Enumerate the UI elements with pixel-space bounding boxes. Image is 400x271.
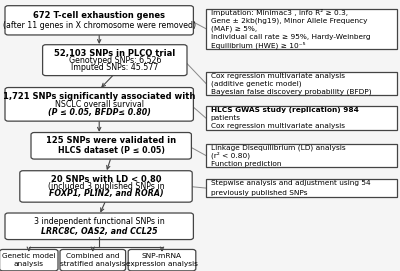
Text: Individual call rate ≥ 95%, Hardy-Weinberg: Individual call rate ≥ 95%, Hardy-Weinbe…: [211, 34, 370, 40]
Text: (r² < 0.80): (r² < 0.80): [211, 152, 250, 159]
Text: SNP-mRNA: SNP-mRNA: [142, 253, 182, 259]
FancyBboxPatch shape: [5, 213, 194, 240]
Text: Cox regression multivariate analysis: Cox regression multivariate analysis: [211, 73, 345, 79]
Text: 3 independent functional SNPs in: 3 independent functional SNPs in: [34, 217, 164, 226]
FancyBboxPatch shape: [206, 9, 397, 49]
FancyBboxPatch shape: [20, 171, 192, 202]
Text: 1,721 SNPs significantly associated with: 1,721 SNPs significantly associated with: [3, 92, 195, 101]
Text: Linkage Disequilibrium (LD) analysis: Linkage Disequilibrium (LD) analysis: [211, 144, 346, 151]
Text: Bayesian false discovery probability (BFDP): Bayesian false discovery probability (BF…: [211, 88, 372, 95]
Text: HLCS dataset (P ≤ 0.05): HLCS dataset (P ≤ 0.05): [58, 146, 165, 155]
Text: 125 SNPs were validated in: 125 SNPs were validated in: [46, 136, 176, 146]
Text: NSCLC overall survival: NSCLC overall survival: [55, 100, 144, 109]
FancyBboxPatch shape: [206, 106, 397, 130]
Text: HLCS GWAS study (replication) 984: HLCS GWAS study (replication) 984: [211, 107, 359, 113]
Text: LRRC8C, OAS2, and CCL25: LRRC8C, OAS2, and CCL25: [41, 227, 158, 236]
Text: (additive genetic model): (additive genetic model): [211, 80, 302, 87]
Text: patients: patients: [211, 115, 241, 121]
Text: Genotyped SNPs: 6,526: Genotyped SNPs: 6,526: [68, 56, 161, 65]
FancyBboxPatch shape: [0, 249, 58, 271]
Text: Genetic model: Genetic model: [2, 253, 56, 259]
Text: Equilibrium (HWE) ≥ 10⁻⁵: Equilibrium (HWE) ≥ 10⁻⁵: [211, 41, 305, 49]
Text: 52,103 SNPs in PLCO trial: 52,103 SNPs in PLCO trial: [54, 49, 176, 58]
Text: 20 SNPs with LD < 0.80: 20 SNPs with LD < 0.80: [51, 175, 161, 184]
FancyBboxPatch shape: [206, 144, 397, 167]
FancyBboxPatch shape: [5, 88, 194, 121]
FancyBboxPatch shape: [128, 249, 196, 271]
FancyBboxPatch shape: [42, 45, 187, 76]
Text: Stepwise analysis and adjustment using 54: Stepwise analysis and adjustment using 5…: [211, 180, 370, 186]
Text: (after 11 genes in X chromosome were removed): (after 11 genes in X chromosome were rem…: [3, 21, 196, 30]
Text: analysis: analysis: [14, 261, 44, 267]
Text: Gene ± 2kb(hg19), Minor Allele Frequency: Gene ± 2kb(hg19), Minor Allele Frequency: [211, 17, 367, 24]
Text: stratified analysis: stratified analysis: [60, 261, 126, 267]
Text: Combined and: Combined and: [66, 253, 120, 259]
Text: Function prediction: Function prediction: [211, 160, 281, 166]
FancyBboxPatch shape: [5, 6, 194, 35]
Text: Cox regression multivariate analysis: Cox regression multivariate analysis: [211, 123, 345, 129]
Text: expression analysis: expression analysis: [126, 261, 198, 267]
Text: FOXP1, PLIN2, and RORA): FOXP1, PLIN2, and RORA): [49, 189, 163, 198]
Text: (included 3 published SNPs in: (included 3 published SNPs in: [48, 182, 164, 191]
Text: 672 T-cell exhaustion genes: 672 T-cell exhaustion genes: [33, 11, 165, 20]
FancyBboxPatch shape: [206, 72, 397, 95]
FancyBboxPatch shape: [60, 249, 126, 271]
Text: Imputation: Minimac3 , info R² ≥ 0.3,: Imputation: Minimac3 , info R² ≥ 0.3,: [211, 9, 348, 16]
Text: previously published SNPs: previously published SNPs: [211, 190, 307, 196]
FancyBboxPatch shape: [206, 179, 397, 197]
Text: (MAF) ≥ 5%,: (MAF) ≥ 5%,: [211, 25, 257, 32]
Text: (P ≤ 0.05, BFDP≤ 0.80): (P ≤ 0.05, BFDP≤ 0.80): [48, 108, 151, 117]
Text: Imputed SNPs: 45.577: Imputed SNPs: 45.577: [71, 63, 158, 72]
FancyBboxPatch shape: [31, 133, 192, 159]
